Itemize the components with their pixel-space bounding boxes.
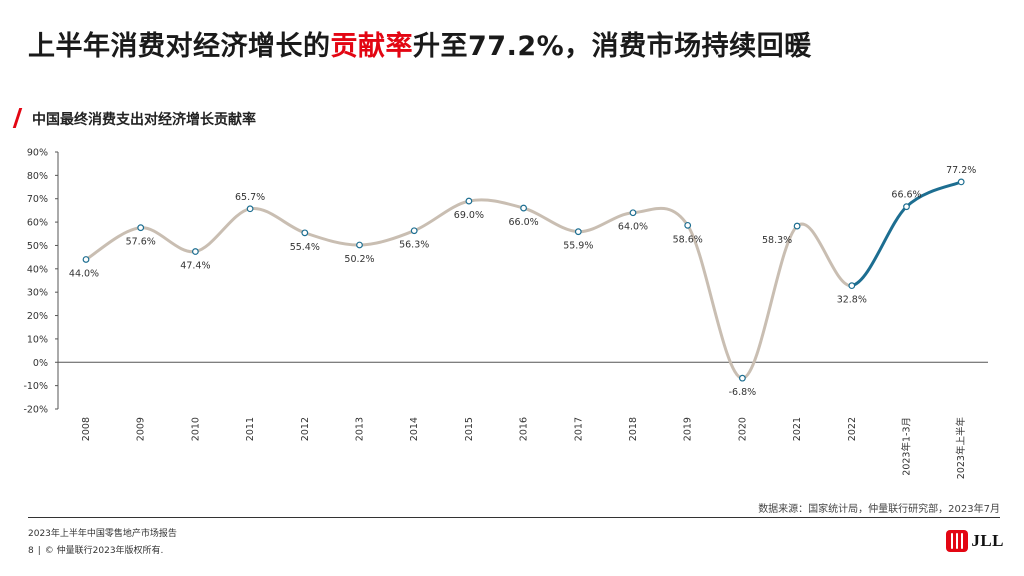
page-title: 上半年消费对经济增长的贡献率升至77.2%，消费市场持续回暖: [28, 24, 812, 63]
data-point: [957, 178, 965, 186]
data-point: [903, 203, 910, 211]
y-tick-label: -20%: [23, 405, 48, 416]
data-point: [574, 228, 582, 236]
x-tick-label: 2015: [464, 417, 475, 441]
data-label: 57.6%: [126, 237, 156, 248]
data-label: 50.2%: [344, 254, 374, 265]
data-source-note: 数据来源：国家统计局，仲量联行研究部，2023年7月: [758, 504, 1000, 515]
data-point: [301, 229, 309, 237]
x-tick-label: 2023年上半年: [955, 417, 967, 480]
y-tick-label: 0%: [33, 358, 48, 369]
y-tick-label: 10%: [27, 334, 48, 345]
x-tick-label: 2022: [847, 417, 858, 441]
data-point: [848, 282, 856, 290]
y-tick-label: -10%: [23, 381, 48, 392]
title-highlight: 贡献率: [330, 31, 413, 62]
y-tick-label: 60%: [27, 218, 48, 229]
data-label: 58.3%: [762, 235, 792, 246]
data-point: [684, 221, 692, 229]
data-point: [739, 374, 746, 382]
y-tick-label: 20%: [27, 311, 48, 322]
x-tick-label: 2023年1-3月: [901, 417, 913, 476]
x-tick-label: 2017: [573, 417, 584, 441]
data-point: [410, 227, 418, 235]
data-label: 66.6%: [891, 190, 921, 201]
copyright-line: 8 | © 仲量联行2023年版权所有.: [28, 546, 164, 556]
x-tick-label: 2019: [683, 417, 694, 441]
series-line-history: [85, 198, 853, 380]
data-label: -6.8%: [729, 387, 757, 398]
x-axis-labels: 2008 2009 2010 2011 2012 2013 2014 2015 2016 2017…: [81, 417, 967, 480]
x-tick-label: 2021: [792, 417, 803, 441]
copyright-text: © 仲量联行2023年版权所有.: [44, 546, 164, 556]
y-tick-label: 70%: [27, 194, 48, 205]
data-label: 65.7%: [235, 192, 265, 203]
y-axis-ticks: 90% 80% 70% 60% 50% 40% 30% 20% 10% 0% -10% -20%: [23, 148, 58, 416]
data-point: [246, 205, 254, 213]
data-labels: 44.0% 57.6% 47.4% 65.7% 55.4% 50.2% 56.3% 69.0%…: [69, 165, 976, 398]
data-point: [82, 256, 90, 263]
y-tick-label: 90%: [27, 148, 48, 159]
y-tick-label: 40%: [27, 264, 48, 275]
data-label: 64.0%: [618, 222, 648, 233]
page-number: 8: [28, 546, 34, 556]
report-name: 2023年上半年中国零售地产市场报告: [28, 529, 177, 539]
data-label: 58.6%: [673, 234, 703, 245]
series-line-recent: [851, 180, 962, 288]
x-tick-label: 2016: [519, 417, 530, 441]
data-label: 32.8%: [837, 295, 867, 306]
x-tick-label: 2012: [300, 417, 311, 441]
x-tick-label: 2011: [245, 417, 256, 441]
x-tick-label: 2009: [136, 417, 147, 441]
y-tick-label: 30%: [27, 288, 48, 299]
data-label: 77.2%: [946, 165, 976, 176]
data-point: [137, 224, 145, 232]
x-tick-label: 2010: [190, 417, 201, 441]
data-label: 47.4%: [180, 261, 210, 272]
data-point: [629, 209, 637, 217]
x-tick-label: 2008: [81, 417, 92, 441]
x-tick-label: 2018: [628, 417, 639, 441]
y-tick-label: 50%: [27, 241, 48, 252]
x-tick-label: 2014: [409, 417, 420, 441]
jll-logo: JLL: [946, 530, 1004, 552]
data-point: [520, 204, 527, 212]
data-label: 66.0%: [509, 217, 539, 228]
data-point: [356, 241, 363, 249]
data-points: [82, 178, 965, 382]
data-label: 55.9%: [563, 241, 593, 252]
x-tick-label: 2013: [355, 417, 366, 441]
jll-logo-mark-icon: [946, 530, 969, 552]
x-tick-label: 2020: [737, 417, 748, 441]
title-post: 升至77.2%，消费市场持续回暖: [413, 31, 812, 62]
data-label: 56.3%: [399, 240, 429, 251]
title-pre: 上半年消费对经济增长的: [28, 31, 331, 62]
data-point: [793, 222, 801, 230]
data-point: [465, 197, 473, 205]
data-label: 69.0%: [454, 210, 484, 221]
logo-text: JLL: [971, 531, 1004, 550]
data-label: 55.4%: [290, 242, 320, 253]
chart-subtitle: 中国最终消费支出对经济增长贡献率: [32, 112, 256, 128]
data-point: [191, 248, 199, 255]
line-chart: 90% 80% 70% 60% 50% 40% 30% 20% 10% 0% -10% -20% 44…: [23, 148, 988, 480]
data-label: 44.0%: [69, 268, 99, 279]
y-tick-label: 80%: [27, 171, 48, 182]
footer-divider: [28, 517, 1000, 518]
